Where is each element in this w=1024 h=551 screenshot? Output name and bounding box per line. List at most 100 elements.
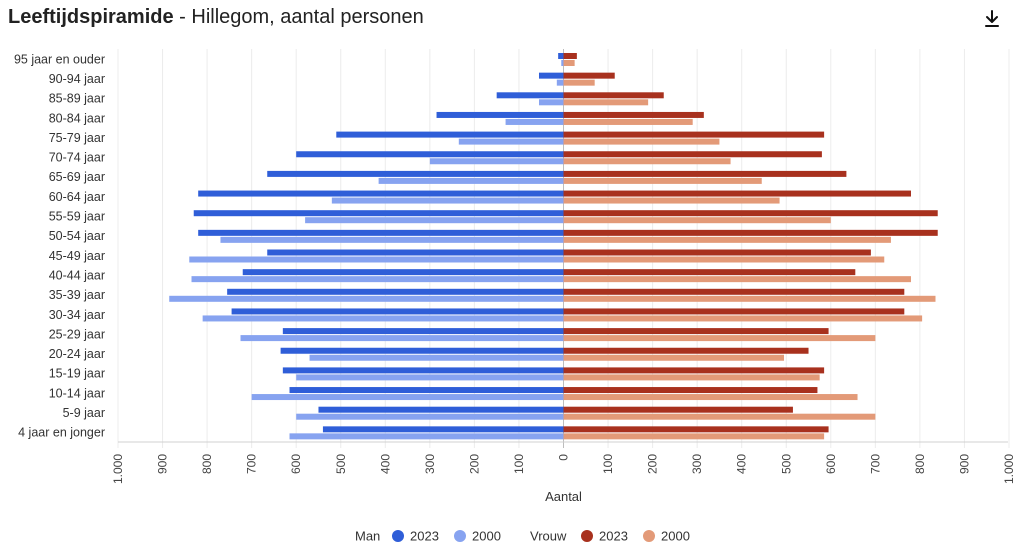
bar-vrouw-2000 bbox=[563, 158, 731, 165]
x-axis-label: Aantal bbox=[545, 489, 582, 504]
bar-man-2023 bbox=[336, 131, 564, 138]
bar-vrouw-2000 bbox=[563, 295, 936, 302]
bar-man-2023 bbox=[496, 92, 564, 99]
bar-man-2023 bbox=[231, 308, 564, 315]
bar-vrouw-2023 bbox=[563, 72, 615, 79]
bar-man-2000 bbox=[251, 394, 564, 401]
x-tick-label: 100 bbox=[601, 454, 615, 474]
x-tick-label: 700 bbox=[868, 454, 882, 474]
bar-man-2000 bbox=[289, 433, 564, 440]
bar-vrouw-2023 bbox=[563, 426, 829, 433]
x-tick-label: 400 bbox=[378, 454, 392, 474]
bar-vrouw-2000 bbox=[563, 138, 720, 145]
bar-man-2000 bbox=[305, 217, 564, 224]
bar-man-2023 bbox=[267, 170, 564, 177]
bar-man-2023 bbox=[436, 111, 564, 118]
x-tick-label: 300 bbox=[690, 454, 704, 474]
bar-man-2000 bbox=[309, 354, 564, 361]
bar-man-2023 bbox=[318, 406, 564, 413]
y-category-label: 60-64 jaar bbox=[49, 190, 105, 204]
bar-vrouw-2000 bbox=[563, 60, 575, 66]
x-tick-label: 600 bbox=[824, 454, 838, 474]
bar-vrouw-2023 bbox=[563, 131, 825, 138]
x-tick-label: 400 bbox=[735, 454, 749, 474]
bar-man-2023 bbox=[289, 387, 564, 394]
bar-man-2023 bbox=[267, 249, 564, 256]
bar-man-2023 bbox=[227, 288, 564, 295]
bar-man-2000 bbox=[331, 197, 564, 204]
bar-man-2023 bbox=[198, 190, 564, 197]
bar-vrouw-2000 bbox=[563, 335, 876, 342]
y-category-label: 20-24 jaar bbox=[49, 347, 105, 361]
bar-man-2023 bbox=[558, 53, 564, 59]
legend-item-label: 2000 bbox=[472, 529, 501, 544]
bar-man-2000 bbox=[296, 374, 564, 381]
x-tick-label: 200 bbox=[467, 454, 481, 474]
y-category-label: 40-44 jaar bbox=[49, 268, 105, 282]
bar-vrouw-2023 bbox=[563, 387, 818, 394]
bar-vrouw-2000 bbox=[563, 79, 595, 86]
x-tick-label: 800 bbox=[200, 454, 214, 474]
y-category-label: 10-14 jaar bbox=[49, 386, 105, 400]
bar-man-2023 bbox=[193, 210, 564, 217]
bar-vrouw-2000 bbox=[563, 256, 885, 263]
bar-vrouw-2023 bbox=[563, 53, 577, 59]
bar-man-2023 bbox=[282, 367, 564, 374]
bar-man-2000 bbox=[458, 138, 564, 145]
y-category-label: 5-9 jaar bbox=[63, 406, 105, 420]
legend-item-label: 2023 bbox=[410, 529, 439, 544]
bar-man-2000 bbox=[191, 276, 564, 283]
bar-vrouw-2000 bbox=[563, 354, 785, 361]
bar-man-2000 bbox=[556, 79, 564, 86]
bar-man-2000 bbox=[202, 315, 564, 322]
chart-title-main: Leeftijdspiramide bbox=[8, 6, 174, 28]
legend-group-label: Man bbox=[355, 529, 380, 544]
y-category-label: 4 jaar en jonger bbox=[18, 426, 105, 440]
x-tick-label: 700 bbox=[245, 454, 259, 474]
x-tick-label: 300 bbox=[423, 454, 437, 474]
y-category-label: 35-39 jaar bbox=[49, 288, 105, 302]
y-category-label: 25-29 jaar bbox=[49, 327, 105, 341]
bar-vrouw-2023 bbox=[563, 229, 938, 236]
x-tick-label: 500 bbox=[334, 454, 348, 474]
bar-man-2000 bbox=[189, 256, 564, 263]
bar-vrouw-2023 bbox=[563, 406, 793, 413]
bar-vrouw-2000 bbox=[563, 236, 891, 243]
x-tick-label: 500 bbox=[779, 454, 793, 474]
bar-man-2023 bbox=[538, 72, 564, 79]
bar-man-2000 bbox=[220, 236, 564, 243]
x-tick-label: 1.000 bbox=[1002, 454, 1016, 484]
legend-swatch bbox=[643, 530, 655, 542]
bar-vrouw-2000 bbox=[563, 217, 831, 224]
bar-man-2000 bbox=[561, 60, 564, 66]
download-icon[interactable] bbox=[981, 8, 1003, 30]
bar-man-2023 bbox=[280, 347, 564, 354]
y-category-label: 65-69 jaar bbox=[49, 170, 105, 184]
chart-title: Leeftijdspiramide - Hillegom, aantal per… bbox=[8, 6, 424, 29]
bar-vrouw-2023 bbox=[563, 288, 905, 295]
legend-group-label: Vrouw bbox=[530, 529, 567, 544]
bar-vrouw-2023 bbox=[563, 190, 911, 197]
legend-item-label: 2000 bbox=[661, 529, 690, 544]
bar-vrouw-2000 bbox=[563, 315, 923, 322]
bar-man-2023 bbox=[242, 269, 564, 276]
bar-vrouw-2023 bbox=[563, 308, 905, 315]
bar-man-2000 bbox=[240, 335, 564, 342]
y-category-label: 75-79 jaar bbox=[49, 131, 105, 145]
x-tick-label: 0 bbox=[557, 454, 571, 461]
y-category-label: 95 jaar en ouder bbox=[14, 52, 105, 66]
bar-vrouw-2023 bbox=[563, 92, 664, 99]
y-category-label: 50-54 jaar bbox=[49, 229, 105, 243]
bar-vrouw-2000 bbox=[563, 118, 693, 125]
bar-man-2000 bbox=[538, 99, 564, 106]
x-tick-label: 900 bbox=[957, 454, 971, 474]
bar-man-2000 bbox=[296, 413, 564, 420]
bar-vrouw-2023 bbox=[563, 328, 829, 335]
legend-swatch bbox=[454, 530, 466, 542]
bar-man-2000 bbox=[169, 295, 564, 302]
x-tick-label: 100 bbox=[512, 454, 526, 474]
bar-vrouw-2000 bbox=[563, 197, 780, 204]
bar-man-2023 bbox=[296, 151, 564, 158]
bar-man-2000 bbox=[378, 177, 564, 184]
